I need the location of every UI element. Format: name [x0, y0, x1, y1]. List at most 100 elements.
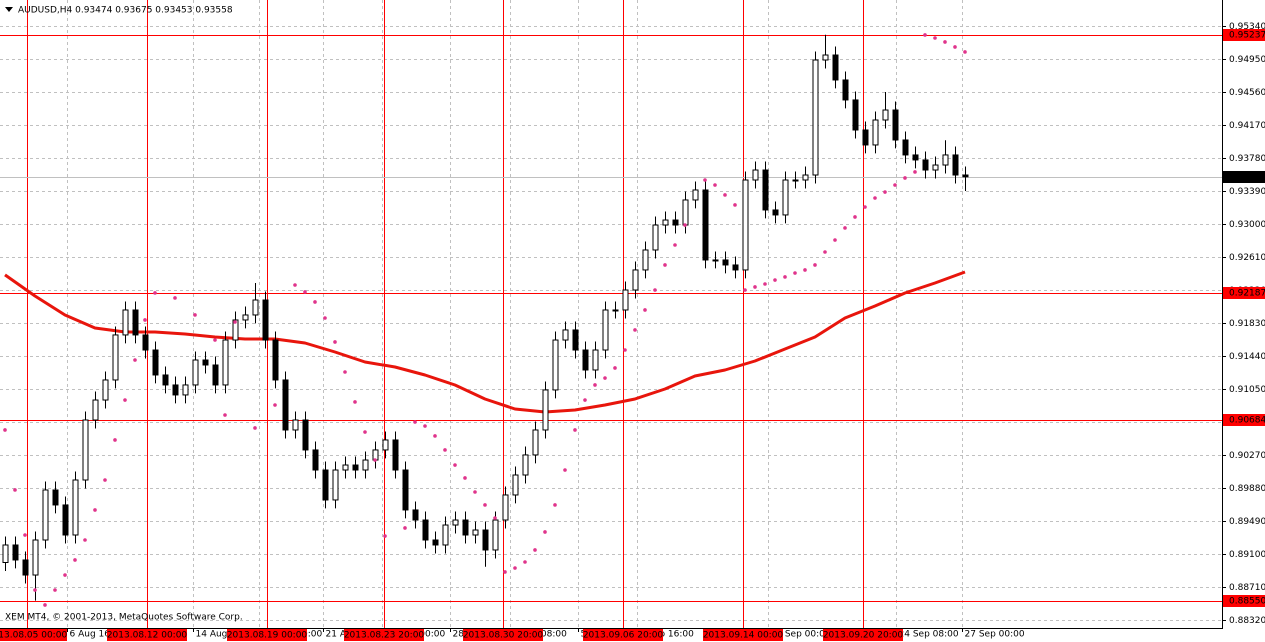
- sar-dot: [543, 530, 547, 534]
- candle-body: [592, 349, 599, 371]
- time-label-box: [107, 629, 187, 641]
- menu-arrow[interactable]: [5, 7, 13, 12]
- candle-body: [252, 299, 259, 316]
- candle-body: [172, 384, 179, 396]
- candle-body: [952, 154, 959, 176]
- sar-dot: [603, 376, 607, 380]
- candle-body: [142, 334, 149, 351]
- sar-dot: [13, 488, 17, 492]
- candle-body: [212, 364, 219, 386]
- sar-dot: [963, 50, 967, 54]
- sar-dot: [533, 548, 537, 552]
- candle-body: [342, 464, 349, 471]
- candle-body: [272, 339, 279, 381]
- sar-dot: [133, 358, 137, 362]
- sar-dot: [303, 290, 307, 294]
- time-label: 2013.09.14 00:00: [703, 631, 784, 641]
- time-label: 2013.08.23 20:00: [344, 631, 425, 641]
- time-label: 2013.08.19 00:00: [227, 631, 308, 641]
- sar-dot: [923, 33, 927, 37]
- y-tick-label: 0.89490: [1229, 517, 1265, 527]
- time-label: 2013.08.05 00:00: [0, 631, 67, 641]
- sar-dot: [363, 430, 367, 434]
- price-label: 0.92187: [1229, 289, 1265, 299]
- candle-body: [92, 399, 99, 421]
- candle-body: [612, 309, 619, 312]
- price-label: 0.93558: [1229, 173, 1265, 183]
- candle-body: [182, 384, 189, 396]
- candle-body: [852, 99, 859, 131]
- candle-body: [602, 309, 609, 351]
- candle-body: [292, 419, 299, 431]
- time-label-box: [823, 629, 903, 641]
- x-tick-label: 27 Sep 00:00: [965, 630, 1025, 640]
- y-tick-label: 0.92610: [1229, 253, 1265, 263]
- candle-body: [412, 509, 419, 521]
- candle-body: [652, 224, 659, 251]
- candle-body: [152, 349, 159, 376]
- candle-body: [572, 329, 579, 351]
- candle-body: [502, 494, 509, 521]
- sar-dot: [793, 271, 797, 275]
- candle-body: [32, 539, 39, 576]
- y-tick-label: 0.90270: [1229, 451, 1265, 461]
- sar-dot: [413, 420, 417, 424]
- sar-dot: [913, 170, 917, 174]
- candle-body: [742, 179, 749, 271]
- price-label-box: [1223, 414, 1265, 426]
- sar-dot: [213, 338, 217, 342]
- sar-dot: [273, 403, 277, 407]
- time-label: 2013.08.12 00:00: [107, 631, 188, 641]
- candle-body: [202, 359, 209, 366]
- x-tick-label: 9 Sep 16:00: [640, 630, 695, 640]
- sar-dot: [863, 205, 867, 209]
- candle-body: [402, 469, 409, 511]
- candle-body: [772, 209, 779, 216]
- candle-body: [42, 489, 49, 541]
- price-label: 0.88550: [1229, 597, 1265, 607]
- candle-body: [492, 519, 499, 551]
- candle-body: [632, 269, 639, 291]
- sar-dot: [513, 566, 517, 570]
- time-label: 2013.09.06 20:00: [583, 631, 664, 641]
- sar-dot: [773, 278, 777, 282]
- sar-dot: [743, 288, 747, 292]
- price-label-box: [1223, 29, 1265, 41]
- sar-dot: [463, 476, 467, 480]
- sar-dot: [453, 463, 457, 467]
- sar-dot: [93, 508, 97, 512]
- candle-body: [542, 389, 549, 431]
- plot-area: [0, 0, 1222, 628]
- time-label-box: [583, 629, 663, 641]
- y-tick-label: 0.91440: [1229, 352, 1265, 362]
- candle-body: [232, 319, 239, 341]
- candle-body: [22, 559, 29, 576]
- sar-dot: [493, 516, 497, 520]
- candle-body: [242, 314, 249, 321]
- sar-dot: [573, 428, 577, 432]
- sar-dot: [633, 328, 637, 332]
- y-tick-label: 0.88320: [1229, 616, 1265, 626]
- sar-dot: [903, 176, 907, 180]
- sar-dot: [403, 526, 407, 530]
- sar-dot: [253, 426, 257, 430]
- price-label-box: [1223, 287, 1265, 299]
- sar-dot: [813, 263, 817, 267]
- candle-body: [462, 519, 469, 536]
- sar-dot: [113, 438, 117, 442]
- sar-dot: [723, 193, 727, 197]
- candle-body: [942, 154, 949, 166]
- candle-body: [362, 459, 369, 471]
- candle-body: [442, 524, 449, 546]
- sar-dot: [753, 285, 757, 289]
- candle-body: [622, 289, 629, 311]
- sar-dot: [553, 503, 557, 507]
- candle-body: [222, 339, 229, 386]
- y-tick-label: 0.91830: [1229, 319, 1265, 329]
- candle-body: [872, 119, 879, 146]
- x-tick-label: 6 Aug 16:00: [70, 630, 125, 640]
- sar-dot: [803, 268, 807, 272]
- sar-dot: [883, 190, 887, 194]
- candle-body: [162, 374, 169, 386]
- candle-body: [12, 544, 19, 561]
